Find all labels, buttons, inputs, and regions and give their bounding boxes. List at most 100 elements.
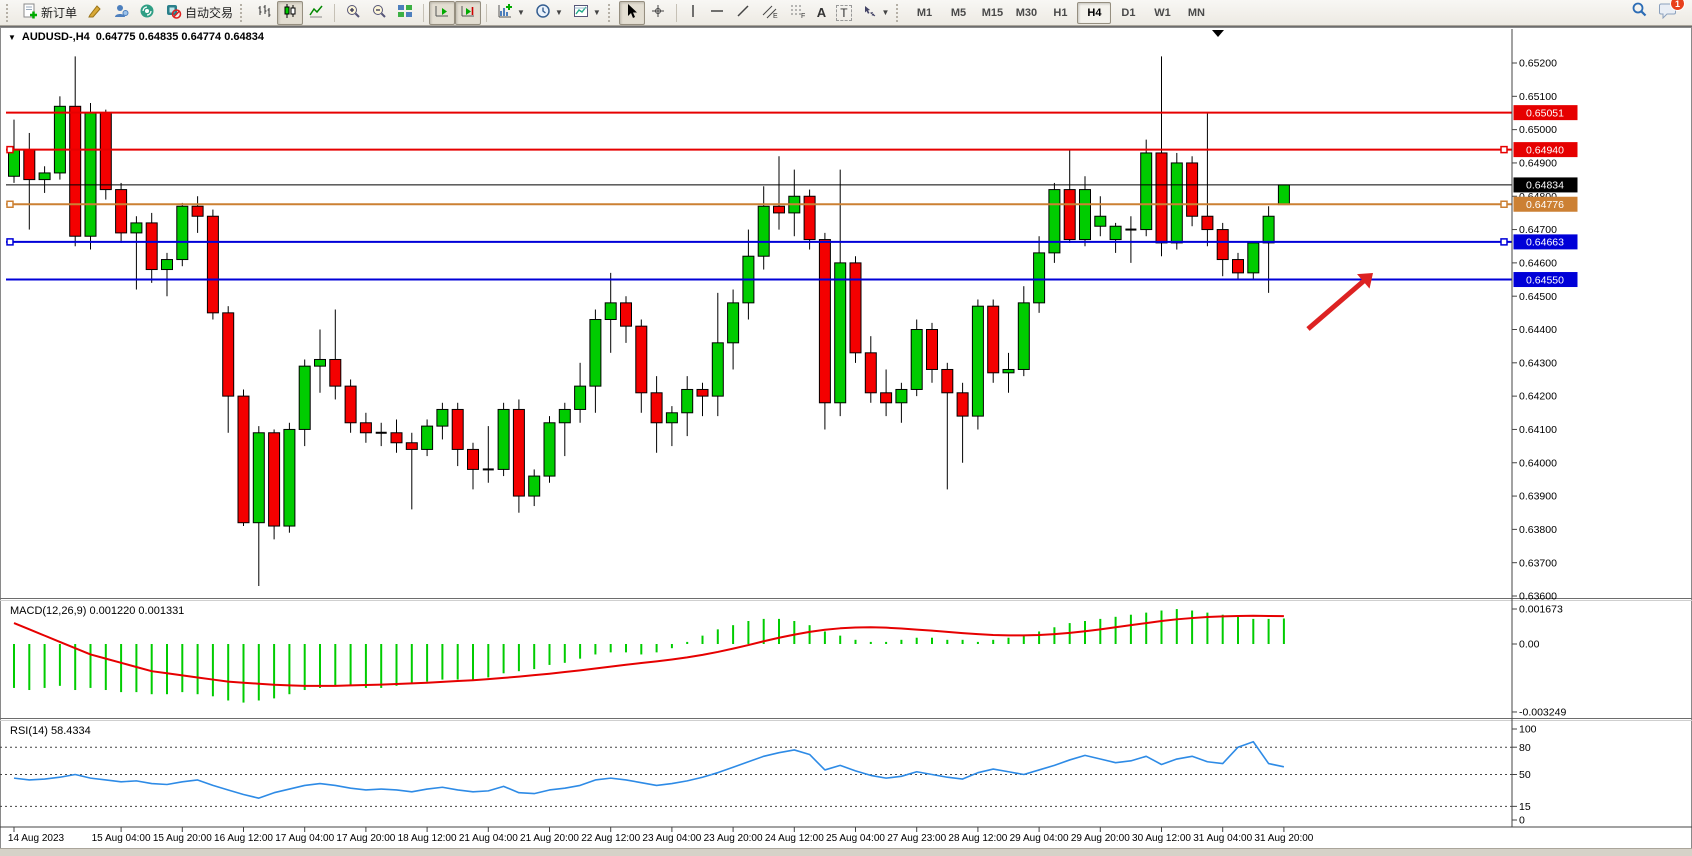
candle-up <box>53 105 66 174</box>
candle-down <box>512 408 525 497</box>
price-axis-label: 0.65200 <box>1519 58 1557 70</box>
hline-anchor[interactable] <box>6 200 14 208</box>
zoom-out-button[interactable] <box>366 1 392 25</box>
timeframe-button-m1[interactable]: M1 <box>916 6 933 19</box>
tile-windows-button[interactable] <box>392 1 418 25</box>
community-button[interactable] <box>108 1 134 25</box>
candle-down <box>1232 259 1244 274</box>
candle-up <box>1262 215 1275 244</box>
horizontal-line-tool-button[interactable] <box>704 1 730 25</box>
timeframe-button-m15[interactable]: M15 <box>981 6 1004 19</box>
toolbar-grip[interactable] <box>896 3 903 22</box>
label-tool-button[interactable]: T <box>831 1 856 25</box>
indicators-icon <box>497 3 513 22</box>
toolbar-grip[interactable] <box>607 3 615 22</box>
timeframe-button-d1[interactable]: D1 <box>1121 6 1136 19</box>
time-axis-label: 15 Aug 04:00 <box>92 833 151 844</box>
fibonacci-tool-button[interactable]: F <box>784 1 812 25</box>
toolbar-grip[interactable] <box>240 3 247 22</box>
candle-up <box>910 329 923 390</box>
indicators-button[interactable]: ▼ <box>492 1 530 25</box>
line-chart-icon <box>308 3 324 22</box>
auto-scroll-button[interactable] <box>429 0 456 25</box>
new-order-button[interactable]: 新订单 <box>17 1 82 25</box>
candle-down <box>696 388 709 397</box>
crosshair-icon <box>650 3 666 22</box>
candle-up <box>589 319 602 387</box>
price-line-badge-text: 0.65051 <box>1526 107 1564 119</box>
chart-canvas[interactable]: 0.652000.651000.650000.649000.648000.647… <box>0 27 1692 849</box>
timeframe-button-m5[interactable]: M5 <box>950 6 967 19</box>
hline-anchor[interactable] <box>1500 145 1508 154</box>
autotrade-button[interactable]: 自动交易 <box>160 1 238 25</box>
channel-tool-button[interactable]: E <box>756 1 784 25</box>
candle-down <box>803 195 816 241</box>
candle-up <box>176 205 189 261</box>
zoom-in-button[interactable] <box>340 1 366 25</box>
candlestick-chart-type-button[interactable] <box>277 0 304 25</box>
candle-down <box>926 329 938 370</box>
equidistant-channel-icon: E <box>761 3 779 22</box>
timeframe-button-w1[interactable]: W1 <box>1154 6 1171 19</box>
arrows-tool-button[interactable]: ▼ <box>857 1 895 25</box>
candle-down <box>359 422 372 434</box>
timeframe-button-m30[interactable]: M30 <box>1015 6 1038 19</box>
chart-window[interactable]: 0.652000.651000.650000.649000.648000.647… <box>0 26 1692 849</box>
candle-up <box>711 342 724 397</box>
candle-up <box>604 302 617 321</box>
candle-up <box>1094 215 1107 227</box>
bar-chart-type-button[interactable] <box>251 1 277 25</box>
price-axis-label: 0.64000 <box>1519 457 1557 469</box>
timeframe-button-h1[interactable]: H1 <box>1053 6 1068 19</box>
chart-shift-marker[interactable] <box>1212 30 1224 37</box>
text-tool-button[interactable]: A <box>812 1 831 25</box>
price-line-badge <box>1513 105 1578 121</box>
price-axis-label: 0.65100 <box>1519 91 1557 103</box>
price-axis-label: 0.65000 <box>1519 124 1557 136</box>
text-tool-icon: A <box>816 5 827 20</box>
line-chart-type-button[interactable] <box>303 1 329 25</box>
macd-axis-label: 0.00 <box>1519 639 1540 651</box>
time-axis-label: 25 Aug 04:00 <box>826 833 885 844</box>
timeframe-button-mn[interactable]: MN <box>1187 6 1205 19</box>
candle-down <box>849 262 862 354</box>
candle-up <box>436 408 449 427</box>
price-line-badge-text: 0.64834 <box>1526 180 1564 192</box>
price-axis-label: 0.64200 <box>1519 391 1557 403</box>
toolbar-separator <box>675 3 677 22</box>
price-axis-label: 0.64500 <box>1519 291 1557 303</box>
crosshair-tool-button[interactable] <box>645 1 671 25</box>
candle-down <box>1063 189 1076 241</box>
search-icon[interactable] <box>1630 1 1648 24</box>
candle-up <box>895 388 908 404</box>
hline-anchor[interactable] <box>1500 200 1508 208</box>
trendline-tool-button[interactable] <box>730 1 756 25</box>
periods-button[interactable]: ▼ <box>530 1 568 25</box>
hline-anchor[interactable] <box>6 238 14 246</box>
metaeditor-button[interactable] <box>82 1 108 25</box>
vertical-line-tool-button[interactable] <box>682 1 704 25</box>
timeframe-button-h4[interactable]: H4 <box>1077 1 1112 24</box>
price-axis-label: 0.64300 <box>1519 357 1557 369</box>
toolbar-grip[interactable] <box>6 3 13 22</box>
candle-down <box>880 392 893 404</box>
templates-button[interactable]: ▼ <box>568 1 606 25</box>
price-line-badge <box>1513 272 1578 288</box>
price-line-badge <box>1513 196 1578 212</box>
notifications-button[interactable]: 1 <box>1658 0 1685 24</box>
hline-anchor[interactable] <box>1500 238 1508 246</box>
candle-down <box>1216 229 1229 261</box>
candle-up <box>528 475 541 497</box>
dropdown-caret-icon: ▼ <box>554 8 563 17</box>
candle-up <box>1017 302 1030 370</box>
time-axis-label: 29 Aug 20:00 <box>1071 833 1130 844</box>
candle-up <box>1109 225 1122 241</box>
signals-button[interactable] <box>134 1 160 25</box>
chart-shift-button[interactable] <box>455 0 482 25</box>
trend-arrow-annotation[interactable] <box>1306 277 1368 331</box>
trendline-icon <box>735 3 751 22</box>
hline-anchor[interactable] <box>6 145 14 154</box>
cursor-tool-button[interactable] <box>618 0 645 25</box>
candlestick-icon <box>282 3 298 22</box>
